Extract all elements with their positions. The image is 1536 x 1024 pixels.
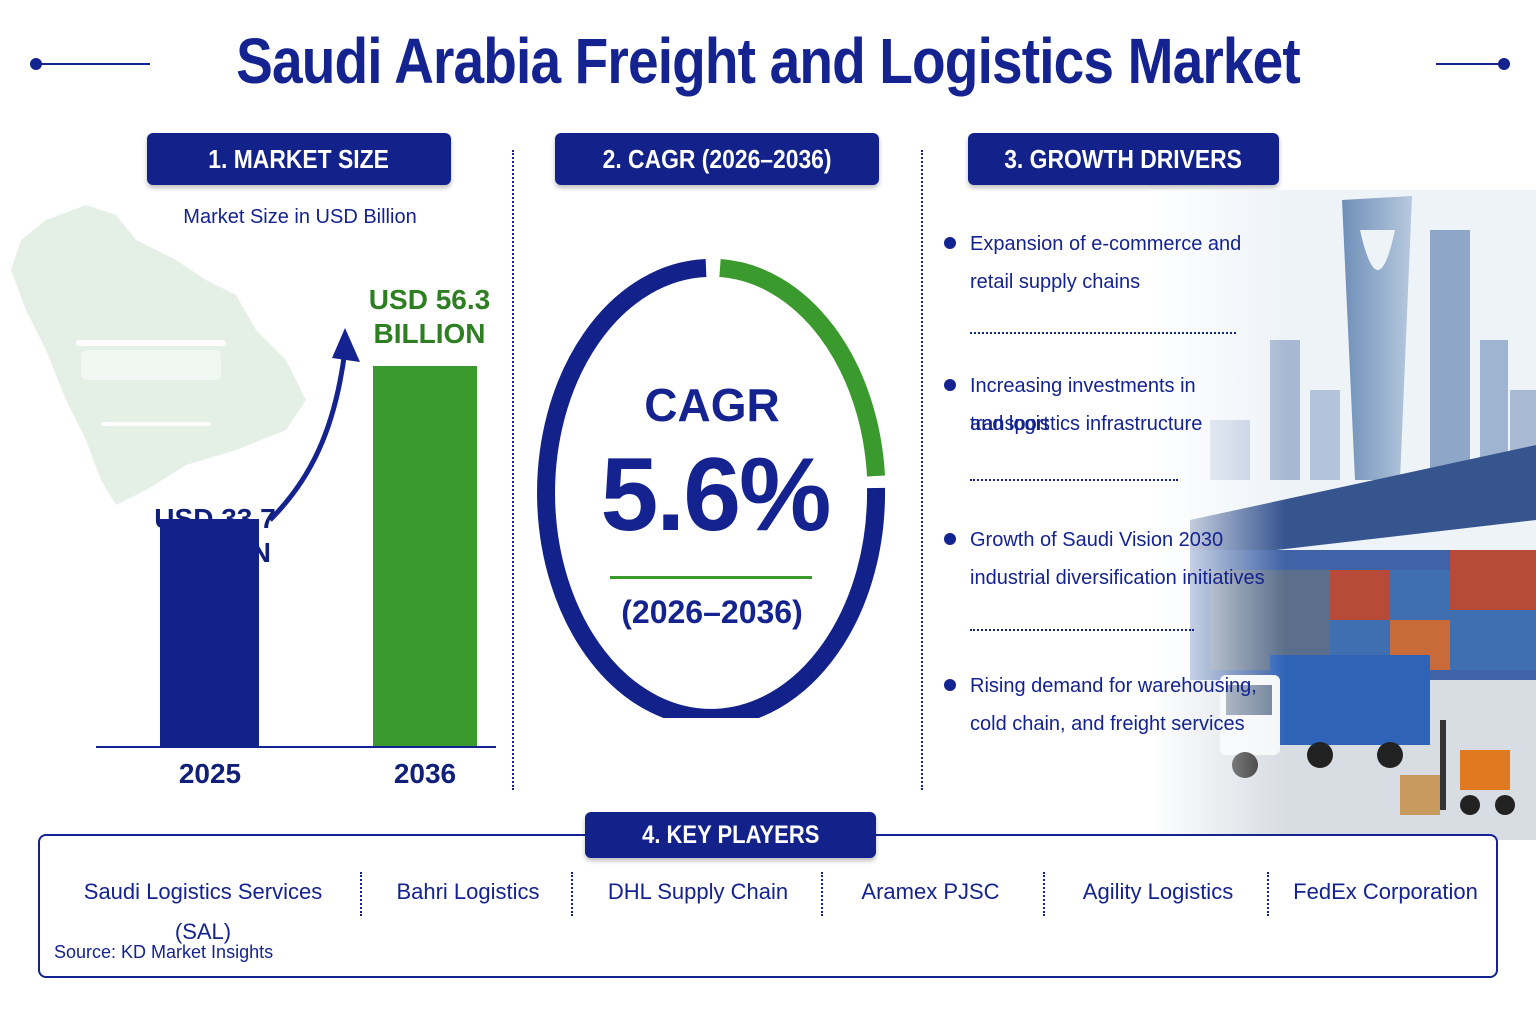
player-name: Saudi Logistics Services (SAL) [83,879,323,944]
section-market-size-header: 1. MARKET SIZE [147,133,451,185]
chart-baseline [96,746,496,748]
driver-text-line: and logistics infrastructure [970,413,1203,435]
player-divider [360,872,362,916]
key-players-panel [38,834,1498,978]
cagr-label: CAGR [644,379,780,431]
key-players-list: Saudi Logistics Services (SAL) Bahri Log… [38,872,1498,944]
saudi-map-flag-icon [11,205,306,505]
player-divider [1043,872,1045,916]
driver-divider [970,332,1236,334]
player-name: Agility Logistics [1082,879,1234,904]
cagr-ring [537,259,886,718]
driver-text-line: Increasing investments in transport [970,375,1196,435]
bullet-icon [944,237,956,249]
section-divider [512,150,514,790]
year-label-2036: 2036 [393,758,457,789]
player-name: DHL Supply Chain [607,879,789,904]
cagr-period: (2026–2036) [621,594,803,630]
driver-text-line: cold chain, and freight services [970,713,1245,735]
section-key-players-header: 4. KEY PLAYERS [585,812,876,858]
section-growth-drivers-header: 3. GROWTH DRIVERS [968,133,1279,185]
section-cagr-header: 2. CAGR (2026–2036) [555,133,879,185]
section-divider [921,150,923,790]
player-divider [571,872,573,916]
market-size-subtitle: Market Size in USD Billion [183,206,417,228]
title-right-dot [1498,58,1510,70]
source-note: Source: KD Market Insights [54,942,274,962]
cagr-value: 5.6% [600,437,831,553]
header: Saudi Arabia Freight and Logistics Marke… [0,18,1536,108]
driver-text-line: Expansion of e-commerce and [970,233,1242,255]
player-name: Aramex PJSC [861,879,1000,904]
player-name: Bahri Logistics [396,879,540,904]
page-title: Saudi Arabia Freight and Logistics Marke… [236,25,1301,97]
driver-divider [970,629,1194,631]
bar-label-2036: USD 56.3 BILLION [368,284,491,349]
player-divider [1267,872,1269,916]
cagr-divider [610,576,812,579]
year-label-2025: 2025 [178,758,242,789]
growth-arrow-icon [268,328,360,522]
driver-text-line: industrial diversification initiatives [970,567,1265,589]
driver-text-line: Rising demand for warehousing, [970,675,1257,697]
title-left-rule [36,63,150,65]
player-divider [821,872,823,916]
driver-text-line: Growth of Saudi Vision 2030 [970,529,1224,551]
logistics-city-illustration [1150,190,1536,840]
bar-2036 [373,366,477,746]
driver-text-line: retail supply chains [970,271,1141,293]
title-right-rule [1436,63,1502,65]
bullet-icon [944,679,956,691]
player-name: FedEx Corporation [1293,879,1478,904]
driver-divider [970,479,1178,481]
bullet-icon [944,379,956,391]
bar-2025 [160,519,259,746]
bullet-icon [944,533,956,545]
